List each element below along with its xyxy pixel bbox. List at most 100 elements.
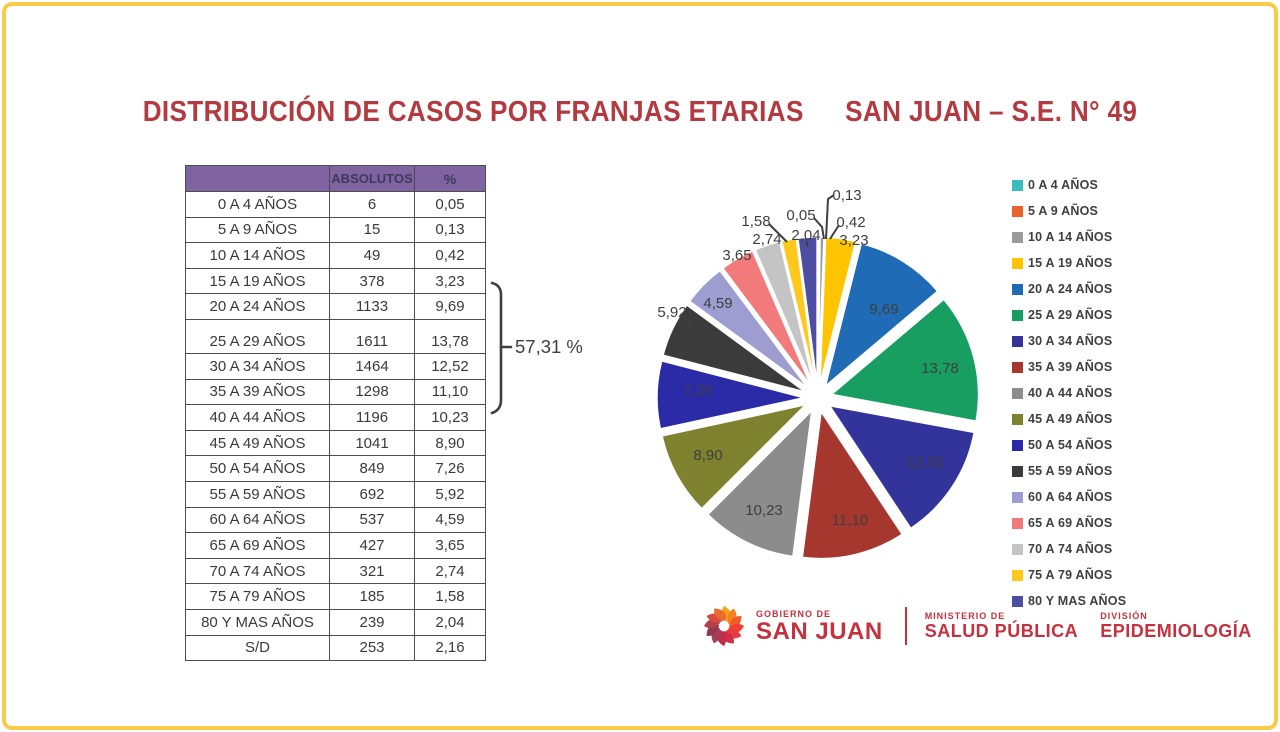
pie-slice bbox=[828, 404, 976, 530]
pie-slice bbox=[801, 409, 904, 560]
absolutos-cell: 537 bbox=[329, 506, 415, 534]
pie-slice-value-label: 8,90 bbox=[693, 447, 722, 464]
table-row: 5 A 9 AÑOS 15 0,13 bbox=[185, 216, 486, 244]
bracket-label: 57,31 % bbox=[515, 336, 583, 357]
percent-cell: 2,04 bbox=[414, 608, 486, 636]
legend-item: 55 A 59 AÑOS bbox=[1012, 458, 1126, 484]
percent-cell: 9,69 bbox=[414, 293, 486, 320]
table-header-empty bbox=[185, 165, 330, 192]
legend-item: 50 A 54 AÑOS bbox=[1012, 432, 1126, 458]
pie-slice bbox=[824, 242, 939, 389]
absolutos-cell: 692 bbox=[329, 480, 415, 508]
pie-label-leader-line bbox=[829, 224, 840, 240]
footer-divider bbox=[904, 607, 907, 645]
age-range-cell: 75 A 79 AÑOS bbox=[185, 583, 330, 610]
absolutos-cell: 185 bbox=[329, 583, 415, 610]
age-range-cell: 50 A 54 AÑOS bbox=[185, 455, 330, 482]
pie-slice-value-label: 12,52 bbox=[906, 454, 944, 471]
percent-cell: 11,10 bbox=[414, 378, 486, 406]
percent-cell: 8,90 bbox=[414, 429, 486, 457]
absolutos-cell: 1196 bbox=[329, 404, 415, 431]
legend-label: 35 A 39 AÑOS bbox=[1028, 360, 1113, 374]
age-range-cell: 20 A 24 AÑOS bbox=[185, 293, 330, 320]
legend-item: 45 A 49 AÑOS bbox=[1012, 406, 1126, 432]
age-range-cell: 30 A 34 AÑOS bbox=[185, 352, 330, 380]
legend-swatch bbox=[1012, 595, 1023, 607]
age-range-cell: 25 A 29 AÑOS bbox=[185, 318, 330, 354]
table-row: 10 A 14 AÑOS 49 0,42 bbox=[185, 242, 486, 269]
table-row: 65 A 69 AÑOS 427 3,65 bbox=[185, 532, 486, 559]
pie-slice-value-label: 7,26 bbox=[683, 382, 712, 399]
pie-slice-value-label: 1,58 bbox=[741, 213, 770, 230]
percent-cell: 0,13 bbox=[414, 216, 486, 244]
pie-label-leader-line bbox=[805, 240, 809, 248]
pie-slice bbox=[721, 249, 812, 387]
legend-swatch bbox=[1012, 439, 1023, 451]
pie-slice bbox=[706, 408, 813, 558]
page-title-right: SAN JUAN – S.E. N° 49 bbox=[845, 96, 1138, 128]
pie-label-leader-line bbox=[768, 223, 788, 243]
table-header-absolutos: ABSOLUTOS bbox=[329, 165, 415, 192]
division-small-label: DIVISIÓN bbox=[1100, 611, 1148, 621]
table-row: 80 Y MAS AÑOS 239 2,04 bbox=[185, 608, 486, 636]
legend-label: 70 A 74 AÑOS bbox=[1028, 542, 1113, 556]
age-range-cell: 55 A 59 AÑOS bbox=[185, 480, 330, 508]
legend-swatch bbox=[1012, 491, 1023, 503]
division-large-label: EPIDEMIOLOGÍA bbox=[1100, 621, 1252, 641]
table-row: 55 A 59 AÑOS 692 5,92 bbox=[185, 480, 486, 508]
pie-label-leader-line bbox=[813, 217, 825, 240]
pie-slice-value-label: 3,23 bbox=[839, 232, 868, 249]
percent-cell: 12,52 bbox=[414, 352, 486, 380]
pie-slice-value-label: 11,10 bbox=[832, 512, 868, 529]
age-range-cell: 80 Y MAS AÑOS bbox=[185, 608, 330, 636]
pie-slice-value-label: 10,23 bbox=[745, 502, 783, 519]
percent-cell: 10,23 bbox=[414, 404, 486, 431]
absolutos-cell: 849 bbox=[329, 455, 415, 482]
legend-item: 65 A 69 AÑOS bbox=[1012, 510, 1126, 536]
absolutos-cell: 427 bbox=[329, 532, 415, 559]
legend-swatch bbox=[1012, 257, 1023, 269]
percent-cell: 0,42 bbox=[414, 242, 486, 269]
absolutos-cell: 1298 bbox=[329, 378, 415, 406]
page-title: DISTRIBUCIÓN DE CASOS POR FRANJAS ETARIA… bbox=[64, 96, 1216, 129]
pie-slice-value-label: 4,59 bbox=[703, 295, 732, 312]
absolutos-cell: 321 bbox=[329, 557, 415, 585]
pie-slice-value-label: 5,92 bbox=[657, 304, 686, 321]
legend-item: 40 A 44 AÑOS bbox=[1012, 380, 1126, 406]
legend-label: 0 A 4 AÑOS bbox=[1028, 178, 1099, 192]
legend-label: 40 A 44 AÑOS bbox=[1028, 386, 1113, 400]
legend-label: 25 A 29 AÑOS bbox=[1028, 308, 1113, 322]
legend-swatch bbox=[1012, 569, 1023, 581]
percent-cell: 7,26 bbox=[414, 455, 486, 482]
legend-label: 55 A 59 AÑOS bbox=[1028, 464, 1113, 478]
cases-table: ABSOLUTOS % 0 A 4 AÑOS 6 0,05 5 A 9 AÑOS 15 0… bbox=[185, 165, 486, 662]
table-row: 15 A 19 AÑOS 378 3,23 bbox=[185, 267, 486, 295]
pie-slice-value-label: 2,74 bbox=[752, 231, 781, 248]
percent-cell: 3,65 bbox=[414, 532, 486, 559]
bracket-57-percent: 57,31 % bbox=[490, 281, 583, 415]
age-range-cell: 5 A 9 AÑOS bbox=[185, 216, 330, 244]
age-range-cell: 60 A 64 AÑOS bbox=[185, 506, 330, 534]
age-range-cell: 35 A 39 AÑOS bbox=[185, 378, 330, 406]
percent-cell: 5,92 bbox=[414, 480, 486, 508]
percent-cell: 13,78 bbox=[414, 318, 486, 354]
gobierno-small-label: GOBIERNO DE bbox=[756, 608, 832, 619]
legend-label: 75 A 79 AÑOS bbox=[1028, 568, 1113, 582]
ministerio-large-label: SALUD PÚBLICA bbox=[924, 621, 1079, 641]
legend-swatch bbox=[1012, 205, 1023, 217]
gobierno-large-label: SAN JUAN bbox=[756, 617, 883, 645]
absolutos-cell: 1611 bbox=[329, 318, 415, 354]
percent-cell: 2,74 bbox=[414, 557, 486, 585]
legend-item: 35 A 39 AÑOS bbox=[1012, 354, 1126, 380]
chart-legend: 0 A 4 AÑOS 5 A 9 AÑOS 10 A 14 AÑOS 15 A 19 … bbox=[1012, 172, 1126, 614]
pinwheel-petal bbox=[713, 608, 727, 622]
pie-slice bbox=[662, 303, 806, 393]
age-range-cell: 65 A 69 AÑOS bbox=[185, 532, 330, 559]
pie-slice bbox=[829, 298, 980, 422]
legend-swatch bbox=[1012, 231, 1023, 243]
pie-slice-value-label: 0,42 bbox=[836, 214, 865, 231]
ministerio-block: MINISTERIO DE SALUD PÚBLICA bbox=[925, 611, 1079, 641]
legend-label: 45 A 49 AÑOS bbox=[1028, 412, 1113, 426]
age-range-cell: 10 A 14 AÑOS bbox=[185, 242, 330, 269]
